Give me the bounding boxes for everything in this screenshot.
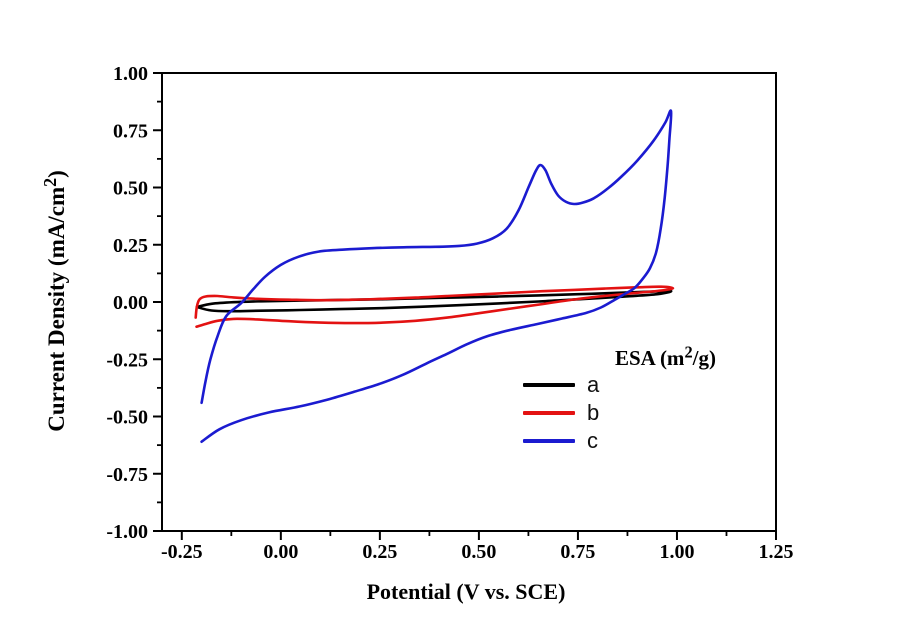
- legend-label-b: b: [587, 400, 600, 425]
- legend-title: ESA (m2/g): [615, 342, 753, 371]
- legend-item-a: a: [523, 371, 753, 399]
- curve-c: [200, 109, 673, 443]
- y-tick-label: -0.75: [106, 464, 148, 486]
- x-tick-label: -0.25: [161, 541, 203, 563]
- x-tick-label: 1.00: [659, 541, 694, 563]
- x-tick-label: 0.75: [560, 541, 595, 563]
- x-tick-label: 0.50: [461, 541, 496, 563]
- legend-title-text: ESA (m: [615, 346, 685, 370]
- x-axis-label: Potential (V vs. SCE): [366, 579, 566, 604]
- legend: ESA (m2/g) a b c: [523, 342, 753, 455]
- y-axis-label-close: ): [44, 170, 69, 178]
- legend-label-a: a: [587, 372, 600, 397]
- y-tick-label: -0.50: [106, 407, 148, 429]
- legend-title-close: /g): [692, 346, 716, 370]
- curve-b: [194, 285, 675, 328]
- y-tick-label: 0.50: [113, 178, 148, 200]
- x-tick-label: 1.25: [759, 541, 794, 563]
- legend-label-c: c: [587, 428, 598, 453]
- y-tick-label: 0.75: [113, 120, 148, 142]
- y-tick-label: 0.25: [113, 235, 148, 257]
- y-tick-label: -0.25: [106, 349, 148, 371]
- legend-line-blue: [523, 439, 575, 443]
- y-tick-label: 0.00: [113, 292, 148, 314]
- legend-item-c: c: [523, 427, 753, 455]
- y-axis-label: Current Density (mA/cm2): [40, 170, 70, 432]
- x-tick-label: 0.00: [263, 541, 298, 563]
- y-axis-label-superscript: 2: [39, 177, 60, 187]
- legend-item-b: b: [523, 399, 753, 427]
- y-tick-label: 1.00: [113, 63, 148, 85]
- legend-line-red: [523, 411, 575, 415]
- legend-title-superscript: 2: [684, 342, 693, 362]
- y-axis-label-text: Current Density (mA/cm: [44, 186, 69, 432]
- x-tick-label: 0.25: [362, 541, 397, 563]
- legend-line-black: [523, 383, 575, 387]
- y-tick-label: -1.00: [106, 521, 148, 543]
- plot-frame: [161, 72, 777, 532]
